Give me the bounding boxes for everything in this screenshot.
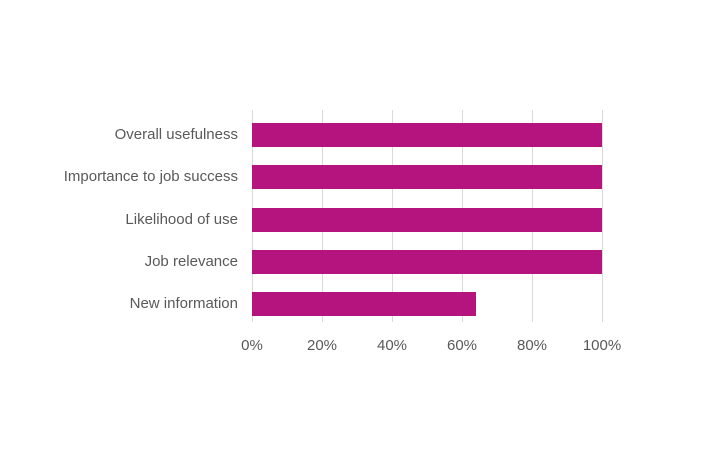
category-label: Job relevance — [144, 252, 238, 270]
x-tick-label: 60% — [446, 337, 478, 354]
x-tick-label: 0% — [241, 337, 263, 354]
bar — [252, 249, 602, 274]
bar — [252, 165, 602, 190]
category-label: Overall usefulness — [114, 125, 238, 143]
x-tick-label: 80% — [516, 337, 548, 354]
x-tick-label: 40% — [376, 337, 408, 354]
bar — [252, 207, 602, 232]
x-tick-label: 20% — [306, 337, 338, 354]
bar — [252, 122, 602, 147]
bar — [252, 292, 476, 317]
category-label: Likelihood of use — [125, 210, 238, 228]
category-label: Importance to job success — [63, 168, 238, 186]
category-label: New information — [129, 295, 238, 313]
x-tick-label: 100% — [582, 337, 622, 354]
